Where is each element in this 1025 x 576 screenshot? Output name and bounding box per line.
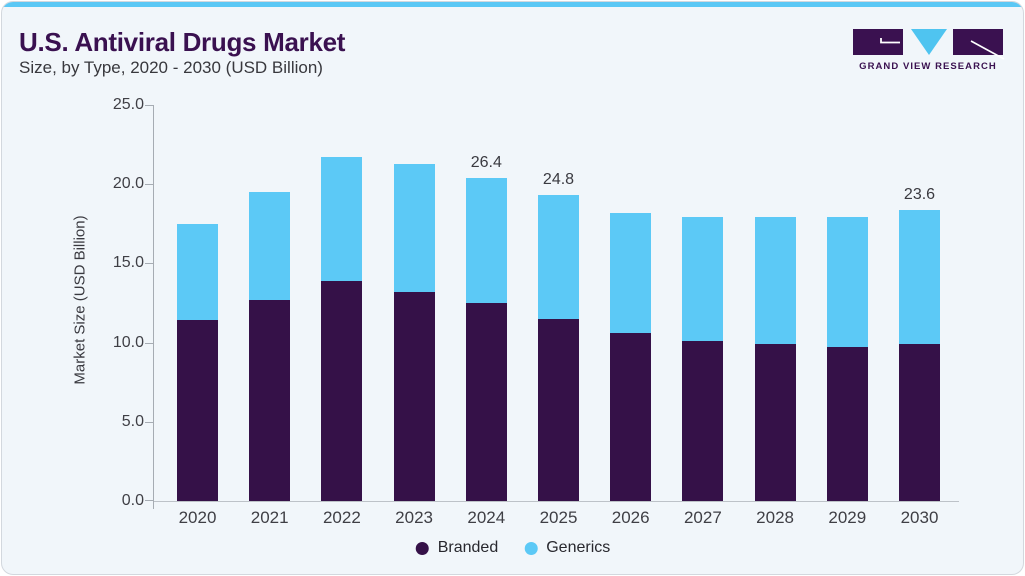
plot-area: 25.0 20.0 15.0 10.0 5.0 0.0 2020 2021 2022 2023 26… — [113, 96, 959, 527]
legend: Branded Generics — [415, 539, 610, 557]
bar-value-label: 26.4 — [470, 153, 502, 171]
gvr-logo-text: GRAND VIEW RESEARCH — [859, 61, 997, 72]
bar-segment-generics — [754, 217, 796, 345]
x-tick-label: 2030 — [900, 508, 939, 527]
x-tick-label: 2020 — [178, 508, 217, 527]
y-axis-title: Market Size (USD Billion) — [71, 215, 89, 385]
bar-2023 — [393, 163, 435, 501]
bar-segment-branded — [321, 280, 363, 501]
bar-segment-generics — [610, 212, 652, 334]
legend-label: Branded — [437, 539, 499, 556]
bar-2030 — [899, 209, 940, 501]
x-tick-label: 2023 — [395, 508, 433, 527]
bar-2022 — [321, 157, 363, 501]
x-tick-label: 2029 — [828, 508, 867, 527]
bar-segment-generics — [393, 163, 435, 292]
y-tick-mark — [145, 342, 153, 344]
bar-2025 — [538, 195, 579, 501]
bar-segment-generics — [321, 157, 363, 281]
y-tick-mark — [145, 421, 153, 423]
bar-value-label: 23.6 — [903, 185, 936, 203]
bar-segment-generics — [826, 217, 868, 348]
bar-segment-branded — [754, 344, 796, 501]
bar-value-label: 24.8 — [542, 171, 575, 189]
bar-2020 — [177, 223, 218, 501]
y-axis-line-extension — [153, 501, 154, 509]
x-tick-label: 2026 — [611, 508, 650, 527]
y-tick-label: 5.0 — [121, 412, 144, 430]
bar-segment-branded — [249, 299, 291, 501]
x-tick-label: 2021 — [250, 508, 289, 527]
gvr-logo-icon — [853, 29, 1005, 60]
y-tick-mark — [145, 184, 153, 186]
bar-segment-generics — [682, 217, 724, 342]
bar-2027 — [682, 217, 724, 501]
bar-segment-branded — [538, 318, 579, 501]
x-tick-label: 2022 — [322, 508, 361, 527]
bar-segment-branded — [899, 344, 940, 501]
x-tick-label: 2025 — [539, 508, 578, 527]
top-accent-bar — [2, 2, 1023, 7]
y-tick-label: 10.0 — [112, 333, 144, 351]
bar-2029 — [826, 217, 868, 501]
bar-segment-branded — [610, 333, 652, 501]
bar-segment-branded — [465, 303, 507, 501]
y-tick-label: 20.0 — [112, 175, 144, 193]
legend-label: Generics — [546, 539, 611, 556]
bar-2028 — [754, 217, 796, 501]
legend-dot-generics-icon — [524, 541, 538, 555]
bar-segment-branded — [393, 291, 435, 501]
page-subtitle: Size, by Type, 2020 - 2030 (USD Billion) — [19, 58, 323, 77]
bar-segment-generics — [249, 192, 291, 300]
page-title: U.S. Antiviral Drugs Market — [19, 27, 346, 57]
bar-segment-branded — [177, 320, 218, 501]
gvr-logo: GRAND VIEW RESEARCH — [853, 29, 1005, 72]
y-tick-label: 15.0 — [112, 254, 144, 272]
y-tick-mark — [145, 105, 153, 106]
y-tick-label: 0.0 — [121, 492, 144, 509]
y-tick-mark — [145, 263, 153, 265]
x-tick-label: 2027 — [683, 508, 722, 527]
y-tick-label: 25.0 — [112, 96, 144, 113]
bar-2026 — [610, 212, 652, 501]
legend-item-branded: Branded — [415, 539, 499, 557]
bar-segment-generics — [177, 223, 218, 321]
bar-2021 — [249, 192, 291, 501]
bar-segment-branded — [682, 341, 724, 501]
x-tick-label: 2024 — [467, 508, 506, 527]
bar-segment-branded — [826, 347, 868, 501]
y-tick-mark — [145, 500, 153, 501]
bar-segment-generics — [899, 209, 940, 345]
x-tick-label: 2028 — [756, 508, 794, 527]
bar-2024 — [465, 177, 507, 501]
legend-item-generics: Generics — [524, 539, 610, 557]
bar-segment-generics — [538, 195, 579, 319]
legend-dot-branded-icon — [415, 541, 429, 555]
bar-segment-generics — [465, 177, 507, 303]
